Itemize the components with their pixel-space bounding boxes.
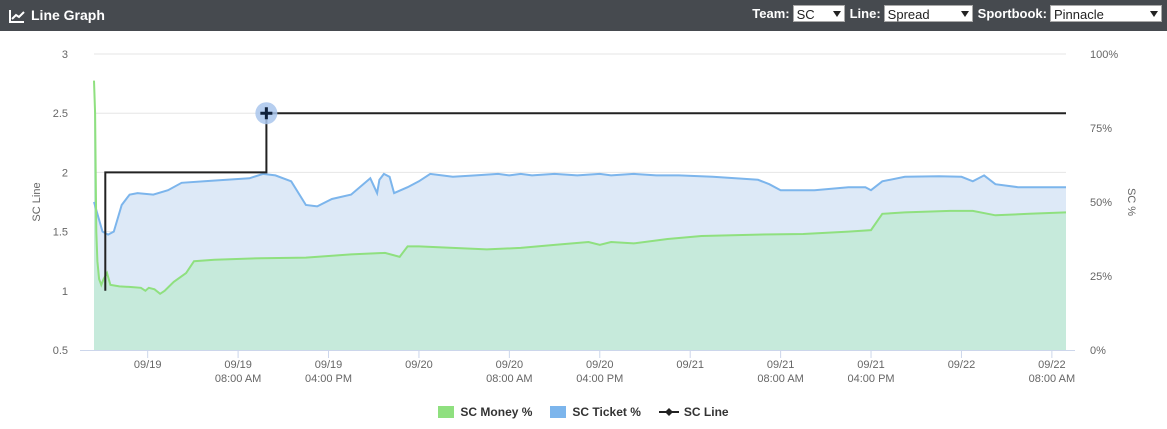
chart-controls: Team: SC Line: Spread Sportbook: Pinnacl… — [752, 5, 1162, 22]
line-select[interactable]: Spread — [883, 5, 973, 22]
line-select-value: Spread — [887, 7, 930, 22]
sportbook-label: Sportbook: — [977, 6, 1047, 21]
x-tick-label: 09/22 — [948, 359, 976, 371]
y-left-tick-label: 1 — [62, 286, 68, 298]
line-chart-icon — [9, 9, 25, 23]
team-label: Team: — [752, 6, 790, 21]
x-tick-label: 08:00 AM — [1029, 373, 1075, 385]
line-graph-chart: 0.5 1 1.5 2 2.5 3 0% 25% 50% 75% 100% SC Line SC % 09… — [31, 49, 1137, 385]
legend-label-line: SC Line — [683, 405, 729, 419]
x-tick-label: 09/21 — [767, 359, 795, 371]
legend-item-money[interactable]: SC Money % — [438, 405, 532, 419]
legend-label-ticket: SC Ticket % — [572, 405, 641, 419]
x-tick-label: 09/21 — [676, 359, 704, 371]
y-right-tick-label: 25% — [1090, 271, 1112, 283]
sportbook-select[interactable]: Pinnacle — [1050, 5, 1162, 22]
legend-swatch-ticket — [550, 406, 567, 418]
x-tick-label: 08:00 AM — [757, 373, 803, 385]
x-tick-label: 09/20 — [405, 359, 433, 371]
y-right-tick-label: 75% — [1090, 123, 1112, 135]
y-left-tick-label: 2 — [62, 167, 68, 179]
y-left-tick-label: 2.5 — [53, 108, 68, 120]
x-tick-label: 04:00 PM — [305, 373, 352, 385]
y-left-tick-label: 0.5 — [53, 345, 68, 357]
team-select-value: SC — [796, 7, 815, 22]
ticket-series-line — [93, 172, 1066, 236]
y-left-tick-label: 1.5 — [53, 227, 68, 239]
x-tick-label: 04:00 PM — [847, 373, 894, 385]
x-tick-label: 04:00 PM — [576, 373, 623, 385]
plus-icon — [260, 107, 273, 120]
chevron-down-icon — [960, 11, 969, 17]
chevron-down-icon — [832, 11, 841, 17]
page-title: Line Graph — [31, 7, 105, 23]
legend-item-ticket[interactable]: SC Ticket % — [550, 405, 641, 419]
y-right-tick-label: 100% — [1090, 49, 1118, 61]
money-series-line — [93, 80, 1067, 296]
x-tick-label: 09/19 — [224, 359, 252, 371]
team-select[interactable]: SC — [792, 5, 845, 22]
x-tick-label: 08:00 AM — [215, 373, 261, 385]
y-right-axis-title: SC % — [1125, 188, 1137, 216]
x-tick-label: 09/22 — [1038, 359, 1066, 371]
sportbook-select-value: Pinnacle — [1054, 7, 1104, 22]
sc-line-series — [104, 112, 1066, 291]
legend-swatch-money — [438, 406, 455, 418]
chart-legend: SC Money % SC Ticket % SC Line — [0, 405, 1167, 419]
header-bar: Line Graph Team: SC Line: Spread Sportbo… — [0, 0, 1167, 31]
legend-label-money: SC Money % — [460, 405, 533, 419]
legend-item-line[interactable]: SC Line — [658, 405, 729, 419]
y-right-tick-label: 50% — [1090, 197, 1112, 209]
x-tick-label: 08:00 AM — [486, 373, 532, 385]
y-right-tick-label: 0% — [1090, 345, 1106, 357]
header-title-group: Line Graph — [9, 7, 105, 24]
x-tick-label: 09/21 — [857, 359, 885, 371]
legend-swatch-line — [658, 408, 679, 416]
x-tick-label: 09/20 — [496, 359, 524, 371]
x-tick-label: 09/19 — [315, 359, 343, 371]
chevron-down-icon — [1150, 11, 1158, 17]
x-tick-label: 09/19 — [134, 359, 162, 371]
y-left-axis-title: SC Line — [31, 182, 43, 221]
money-area — [94, 80, 1066, 350]
line-label: Line: — [849, 6, 881, 21]
y-left-tick-label: 3 — [62, 49, 68, 61]
x-tick-label: 09/20 — [586, 359, 614, 371]
